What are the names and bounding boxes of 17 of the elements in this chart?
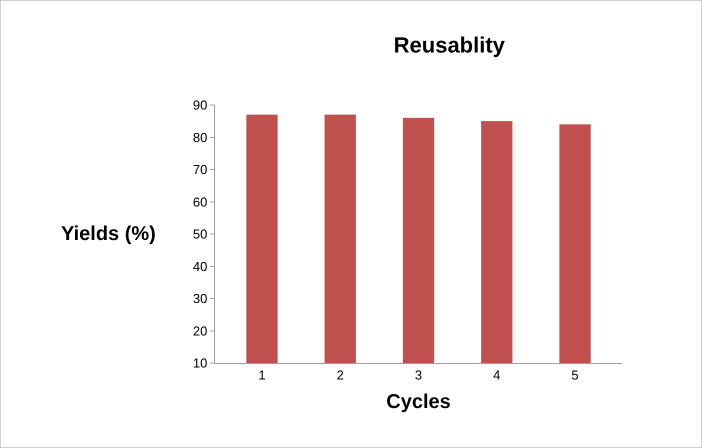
x-axis-title: Cycles [386, 391, 451, 414]
y-tick-label: 80 [192, 130, 208, 145]
x-tick-label: 2 [336, 368, 344, 383]
y-tick-label: 40 [192, 258, 208, 274]
y-axis-title: Yields (%) [61, 223, 156, 245]
x-tick-label: 1 [258, 368, 266, 383]
chart-title: Reusablity [394, 32, 506, 58]
x-tick-label: 4 [493, 368, 500, 383]
y-tick-label: 30 [192, 291, 208, 306]
y-tick-label: 50 [192, 226, 208, 242]
x-tick-label: 3 [414, 368, 422, 383]
y-tick-label: 90 [192, 98, 208, 113]
y-tick-label: 10 [192, 356, 208, 371]
y-tick-label: 60 [192, 194, 208, 210]
x-tick-label: 5 [571, 368, 579, 383]
y-tick-label: 20 [192, 323, 208, 338]
y-tick-label: 70 [192, 162, 208, 178]
